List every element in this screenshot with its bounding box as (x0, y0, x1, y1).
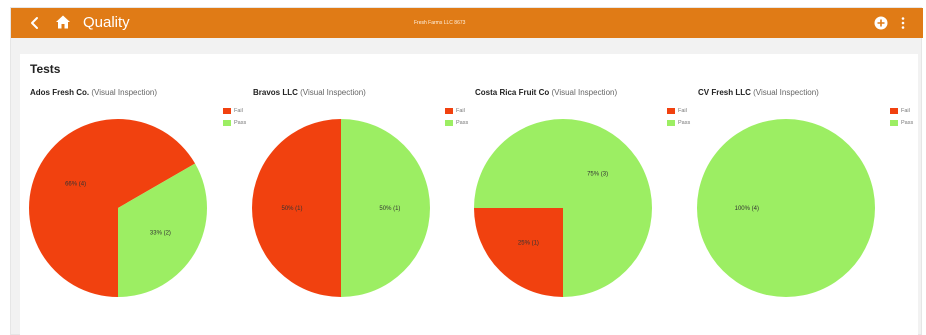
pie-slice-fail[interactable] (29, 118, 196, 297)
chart-legend: Fail Pass (890, 106, 918, 130)
pie-slice-pass[interactable] (474, 119, 652, 297)
chart-legend: Fail Pass (445, 106, 473, 130)
chart-company-name: CV Fresh LLC (698, 88, 751, 97)
chart-panel-cv-fresh-llc: CV Fresh LLC (Visual Inspection) Fail Pass… (697, 88, 926, 335)
legend-label-fail: Fail (678, 108, 687, 114)
chart-company-name: Costa Rica Fruit Co (475, 88, 550, 97)
legend-swatch-pass (445, 120, 453, 126)
chart-subtitle: (Visual Inspection) (753, 88, 819, 97)
pie-label-pass: 50% (1) (379, 206, 400, 212)
pie-chart: 100% (4) (697, 119, 875, 297)
legend-item-pass[interactable]: Pass (223, 118, 251, 128)
app-header: Quality Fresh Farms LLC 8673 (11, 8, 923, 38)
legend-item-pass[interactable]: Pass (445, 118, 473, 128)
legend-swatch-pass (890, 120, 898, 126)
pie-slice-fail[interactable] (252, 119, 341, 297)
tests-card: Tests Ados Fresh Co. (Visual Inspection)… (20, 54, 918, 335)
legend-swatch-fail (223, 108, 231, 114)
legend-swatch-fail (890, 108, 898, 114)
chart-panel-ados-fresh-co: Ados Fresh Co. (Visual Inspection) Fail Pa… (29, 88, 258, 335)
chart-company-name: Ados Fresh Co. (30, 88, 90, 97)
pie-label-pass: 75% (3) (587, 171, 608, 177)
pie-slice-pass[interactable] (341, 119, 430, 297)
legend-item-fail[interactable]: Fail (223, 106, 251, 116)
legend-label-pass: Pass (456, 120, 469, 126)
chart-panel-costa-rica-fruit-co: Costa Rica Fruit Co (Visual Inspection) F… (474, 88, 703, 335)
chart-subtitle: (Visual Inspection) (91, 88, 158, 97)
app-frame: Quality Fresh Farms LLC 8673 Tests Ados … (10, 7, 923, 335)
legend-item-fail[interactable]: Fail (890, 106, 918, 116)
chart-company-name: Bravos LLC (253, 88, 298, 97)
chart-title: CV Fresh LLC (Visual Inspection) (698, 88, 819, 98)
legend-swatch-pass (667, 120, 675, 126)
legend-label-pass: Pass (678, 120, 691, 126)
legend-label-pass: Pass (901, 120, 914, 126)
back-arrow-icon[interactable] (29, 15, 41, 31)
pie-chart: 50% (1) 50% (1) (252, 119, 430, 297)
facility-label: Fresh Farms LLC 8673 (414, 20, 466, 26)
legend-swatch-pass (223, 120, 231, 126)
pie-label-fail: 66% (4) (65, 182, 86, 188)
legend-swatch-fail (667, 108, 675, 114)
pie-slice-pass[interactable] (697, 119, 875, 297)
legend-label-fail: Fail (901, 108, 910, 114)
chart-subtitle: (Visual Inspection) (551, 88, 618, 97)
legend-swatch-fail (445, 108, 453, 114)
pie-chart: 25% (1) 75% (3) (474, 119, 652, 297)
legend-item-fail[interactable]: Fail (445, 106, 473, 116)
pie-label-fail: 50% (1) (281, 206, 302, 212)
home-icon[interactable] (55, 14, 71, 30)
chart-legend: Fail Pass (667, 106, 695, 130)
pie-label-fail: 25% (1) (518, 241, 539, 247)
pie-slice-fail[interactable] (474, 208, 563, 297)
chart-panel-bravos-llc: Bravos LLC (Visual Inspection) Fail Pass 50… (252, 88, 481, 335)
chart-subtitle: (Visual Inspection) (300, 88, 366, 97)
add-circle-icon[interactable] (874, 16, 888, 30)
chart-legend: Fail Pass (223, 106, 251, 130)
more-vert-icon[interactable] (900, 16, 906, 30)
legend-label-pass: Pass (234, 120, 247, 126)
chart-title: Bravos LLC (Visual Inspection) (253, 88, 366, 98)
legend-item-pass[interactable]: Pass (667, 118, 695, 128)
legend-item-pass[interactable]: Pass (890, 118, 918, 128)
pie-slice-pass[interactable] (118, 163, 208, 298)
legend-label-fail: Fail (456, 108, 465, 114)
page-title: Quality (83, 14, 130, 31)
pie-chart: 66% (4) 33% (2) (29, 118, 208, 298)
legend-label-fail: Fail (234, 108, 243, 114)
pie-label-pass: 100% (4) (735, 206, 759, 212)
chart-title: Ados Fresh Co. (Visual Inspection) (30, 88, 157, 98)
legend-item-fail[interactable]: Fail (667, 106, 695, 116)
section-heading: Tests (30, 62, 61, 76)
chart-title: Costa Rica Fruit Co (Visual Inspection) (475, 88, 617, 98)
pie-label-pass: 33% (2) (150, 231, 171, 237)
